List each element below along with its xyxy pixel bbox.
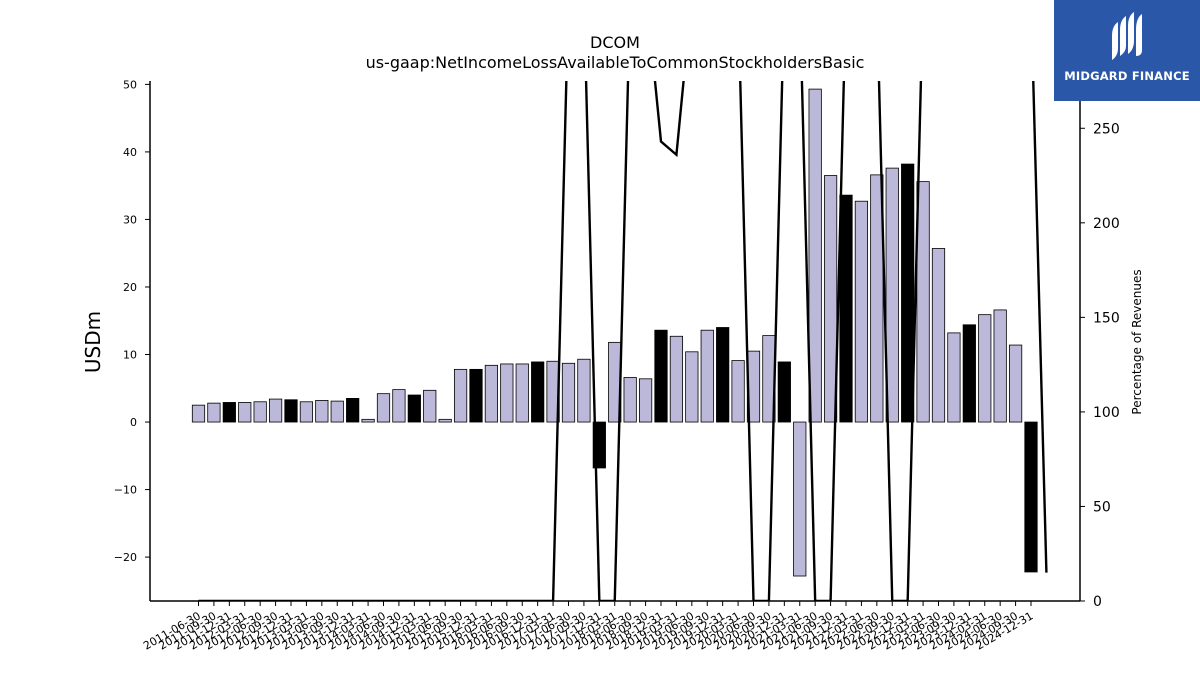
bar: [716, 327, 730, 423]
bar: [577, 358, 591, 423]
bar: [423, 389, 437, 423]
bar: [823, 175, 838, 423]
bar: [947, 332, 961, 423]
bar: [731, 360, 745, 423]
chart-subtitle: us-gaap:NetIncomeLossAvailableToCommonSt…: [365, 53, 865, 72]
bar: [438, 418, 452, 423]
y-axis-label: USDm: [81, 311, 105, 373]
logo-text: MIDGARD FINANCE: [1064, 69, 1190, 83]
bar: [253, 401, 267, 423]
brand-logo: MIDGARD FINANCE: [1054, 0, 1200, 101]
y-tick-label: 50: [123, 78, 137, 91]
y2-tick-label: 200: [1093, 216, 1120, 232]
y-tick-label: 40: [123, 146, 137, 159]
bar: [978, 314, 992, 423]
bar: [885, 167, 899, 423]
bar: [392, 389, 406, 423]
y-tick-label: 20: [123, 281, 137, 294]
y2-tick-label: 100: [1093, 405, 1120, 421]
bar: [299, 401, 314, 423]
bar: [654, 329, 668, 423]
pct-revenues-line: [198, 81, 1048, 601]
bar: [268, 398, 283, 423]
y-tick-label: −10: [114, 484, 137, 497]
bar: [993, 309, 1007, 423]
bar: [793, 421, 807, 577]
y2-tick-label: 0: [1093, 594, 1102, 610]
bar: [700, 329, 714, 423]
bar: [361, 418, 375, 423]
y2-tick-label: 250: [1093, 121, 1120, 137]
bar: [222, 402, 236, 423]
y-tick-label: 30: [123, 213, 137, 226]
bar: [515, 363, 529, 423]
y2-tick-label: 50: [1093, 499, 1111, 515]
bar: [469, 368, 483, 423]
bar: [346, 398, 360, 423]
bar: [484, 364, 499, 423]
logo-mark-icon: [1112, 12, 1142, 60]
y2-axis-label: Percentage of Revenues: [1130, 269, 1144, 414]
bar: [916, 181, 930, 423]
bar: [238, 402, 252, 423]
bar: [870, 174, 884, 423]
bar: [207, 402, 221, 423]
bar: [808, 88, 822, 423]
bar: [623, 377, 637, 423]
y2-tick-label: 150: [1093, 310, 1120, 326]
bar: [931, 248, 946, 423]
bar: [669, 335, 684, 423]
bar: [1024, 421, 1038, 573]
bar: [638, 378, 653, 423]
bar: [962, 324, 976, 423]
bar: [284, 399, 298, 423]
y-tick-label: −20: [114, 551, 137, 564]
bar: [854, 200, 869, 423]
bar: [453, 368, 468, 423]
bar: [500, 363, 514, 423]
y-tick-label: 10: [123, 349, 137, 362]
y-tick-label: 0: [130, 416, 137, 429]
bar: [901, 163, 915, 423]
bar: [685, 351, 699, 423]
bar: [407, 394, 421, 423]
bar: [777, 361, 791, 423]
bar: [1008, 344, 1023, 423]
bar: [376, 393, 391, 423]
bar: [531, 361, 545, 423]
bar: [191, 404, 206, 423]
chart-title: DCOM: [590, 33, 640, 52]
bar: [330, 400, 344, 423]
bar: [839, 194, 853, 423]
bar: [561, 362, 576, 423]
bar: [315, 400, 329, 423]
